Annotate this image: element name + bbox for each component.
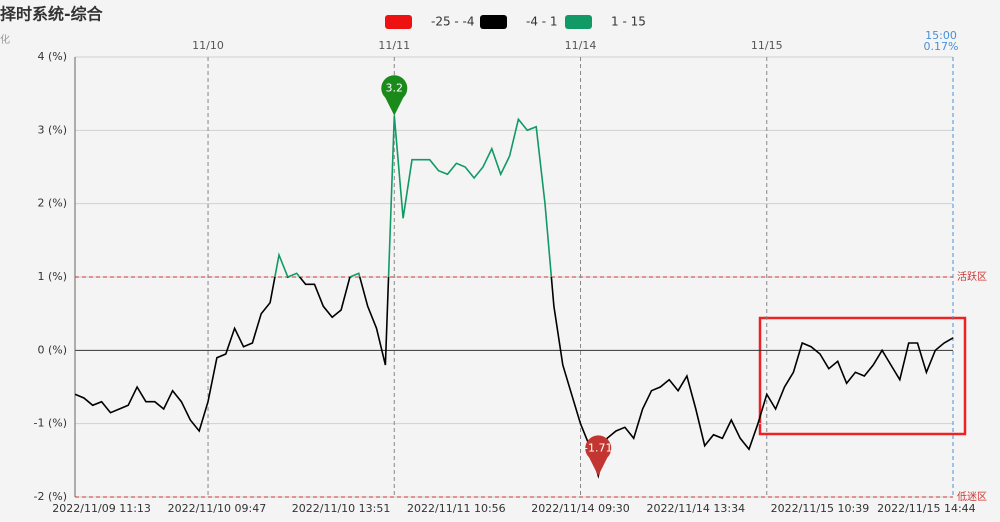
legend-swatch xyxy=(565,15,592,29)
legend-label: -25 - -4 xyxy=(431,15,475,29)
mark-point: 3.2 xyxy=(381,75,408,116)
x-tick-label: 2022/11/14 09:30 xyxy=(531,502,630,515)
legend-label: 1 - 15 xyxy=(611,15,646,29)
x2-tick-label: 11/14 xyxy=(565,39,597,52)
x2-tick-label: 11/11 xyxy=(378,39,410,52)
pin-label: 3.2 xyxy=(386,82,404,95)
legend-swatch xyxy=(480,15,507,29)
x-tick-label: 2022/11/15 14:44 xyxy=(877,502,976,515)
chart-title: 择时系统-综合 xyxy=(0,5,104,24)
y-tick-label: 4 (%) xyxy=(37,50,67,63)
legend: -25 - -4 -4 - 1 1 - 15 xyxy=(385,15,646,29)
x-tick-label: 2022/11/11 10:56 xyxy=(407,502,506,515)
y-axis-name: 化 xyxy=(0,33,10,46)
highlight-box xyxy=(758,316,967,436)
y-tick-label: 3 (%) xyxy=(37,123,67,136)
reference-label: 低迷区 xyxy=(957,490,987,503)
y-tick-label: 0 (%) xyxy=(37,343,67,356)
line-series xyxy=(274,115,553,277)
legend-label: -4 - 1 xyxy=(526,15,558,29)
legend-swatch xyxy=(385,15,412,29)
pin-label: -1.71 xyxy=(584,442,612,455)
y-tick-label: 1 (%) xyxy=(37,270,67,283)
pin xyxy=(585,435,612,476)
pin xyxy=(381,75,408,116)
line-series xyxy=(75,116,953,476)
x2-tick-label: 11/10 xyxy=(192,39,224,52)
value-label: 0.17% xyxy=(924,40,959,53)
x-tick-label: 2022/11/15 10:39 xyxy=(771,502,870,515)
x2-tick-label: 15:00 xyxy=(925,29,957,42)
x-tick-label: 2022/11/09 11:13 xyxy=(52,502,151,515)
y-tick-label: -1 (%) xyxy=(34,417,68,430)
x-tick-label: 2022/11/10 09:47 xyxy=(168,502,267,515)
mark-point: -1.71 xyxy=(584,435,612,476)
line-series xyxy=(74,277,954,479)
y-tick-label: 2 (%) xyxy=(37,197,67,210)
x-tick-label: 2022/11/14 13:34 xyxy=(647,502,746,515)
x2-tick-label: 11/15 xyxy=(751,39,783,52)
x-tick-label: 2022/11/10 13:51 xyxy=(292,502,391,515)
reference-label: 活跃区 xyxy=(957,271,987,283)
y-tick-label: -2 (%) xyxy=(34,490,68,503)
